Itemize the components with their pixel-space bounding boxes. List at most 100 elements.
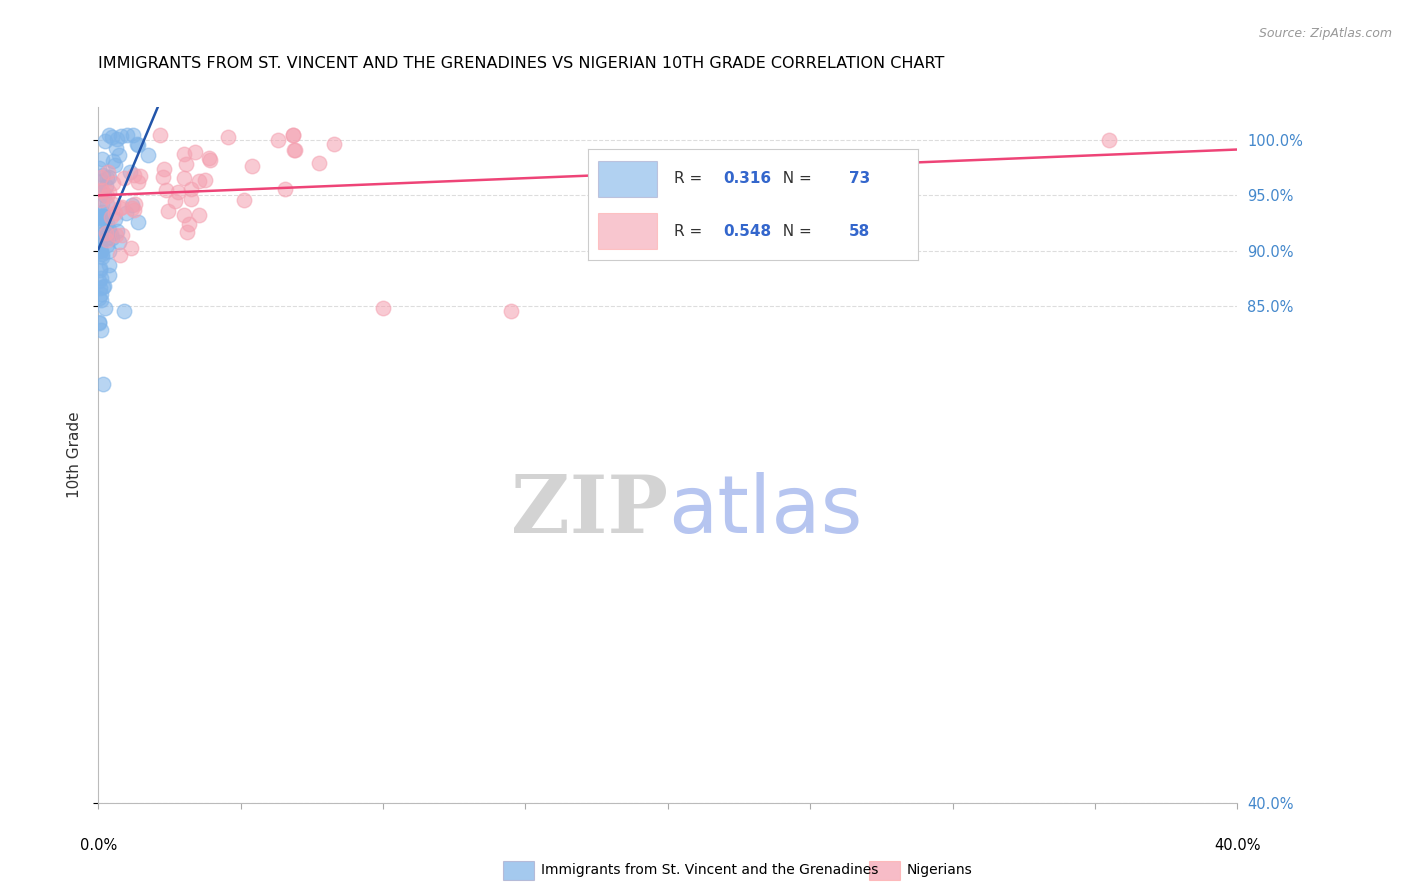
Point — [124, 197, 146, 211]
Point — [89, 281, 111, 295]
Point — [153, 162, 176, 177]
Point — [281, 128, 304, 142]
Point — [89, 244, 111, 259]
Point — [89, 260, 111, 275]
Point — [104, 141, 127, 155]
Point — [90, 293, 112, 307]
Text: N =: N = — [773, 224, 817, 239]
Point — [94, 210, 117, 224]
Point — [98, 258, 121, 272]
Point — [114, 206, 136, 220]
Point — [217, 129, 239, 144]
Point — [96, 170, 118, 185]
Point — [281, 128, 304, 142]
Point — [91, 168, 114, 182]
Point — [105, 224, 128, 238]
Point — [90, 209, 112, 223]
Point — [90, 231, 112, 245]
Point — [100, 227, 122, 241]
Point — [105, 132, 128, 146]
Point — [373, 301, 395, 315]
Point — [89, 274, 111, 288]
Point — [121, 198, 143, 212]
Point — [89, 246, 111, 260]
Point — [194, 173, 217, 187]
Point — [105, 227, 128, 242]
Point — [112, 171, 135, 186]
Point — [1098, 133, 1121, 147]
Point — [89, 161, 111, 176]
Text: 73: 73 — [849, 171, 870, 186]
Point — [198, 151, 221, 165]
Text: R =: R = — [673, 171, 707, 186]
Point — [136, 148, 159, 162]
Point — [120, 241, 142, 255]
Point — [96, 216, 118, 230]
Point — [96, 230, 118, 244]
Text: atlas: atlas — [668, 472, 862, 549]
Point — [129, 169, 152, 183]
Text: Nigerians: Nigerians — [907, 863, 973, 877]
Point — [89, 316, 111, 330]
Point — [149, 128, 172, 142]
Point — [98, 128, 121, 142]
Point — [242, 159, 264, 173]
Bar — [598, 161, 658, 196]
Point — [180, 192, 202, 206]
Point — [198, 153, 221, 168]
Point — [101, 231, 124, 245]
Point — [89, 211, 111, 225]
Point — [110, 128, 132, 143]
Point — [97, 244, 120, 259]
Point — [91, 376, 114, 391]
Point — [90, 152, 112, 166]
Text: 0.548: 0.548 — [724, 224, 772, 239]
Point — [90, 169, 112, 184]
Point — [184, 145, 207, 159]
Point — [97, 185, 120, 199]
Point — [96, 196, 118, 211]
Point — [90, 184, 112, 198]
Point — [107, 148, 129, 162]
Text: Source: ZipAtlas.com: Source: ZipAtlas.com — [1258, 27, 1392, 40]
Point — [111, 200, 134, 214]
Point — [104, 211, 127, 226]
Point — [187, 208, 209, 222]
Point — [89, 239, 111, 253]
Point — [89, 210, 111, 224]
Point — [94, 134, 117, 148]
Point — [97, 223, 120, 237]
Point — [90, 184, 112, 198]
Point — [103, 177, 125, 191]
Point — [89, 230, 111, 244]
Point — [284, 143, 307, 157]
Point — [91, 209, 114, 223]
Point — [90, 323, 112, 337]
Point — [163, 194, 186, 208]
Point — [232, 194, 254, 208]
Point — [107, 235, 129, 249]
Point — [96, 189, 118, 203]
Point — [94, 301, 117, 315]
Point — [97, 268, 120, 282]
Point — [96, 233, 118, 247]
Point — [120, 164, 142, 178]
Point — [152, 169, 174, 184]
Point — [122, 202, 145, 217]
Point — [173, 208, 195, 222]
Point — [90, 174, 112, 188]
Point — [96, 178, 118, 193]
Point — [89, 263, 111, 277]
Point — [104, 206, 127, 220]
Point — [103, 196, 125, 211]
Point — [97, 165, 120, 179]
Point — [97, 169, 120, 184]
Point — [174, 156, 197, 170]
Text: ZIP: ZIP — [510, 472, 668, 549]
Point — [125, 137, 148, 152]
Point — [91, 197, 114, 211]
Point — [308, 156, 330, 170]
Point — [173, 146, 195, 161]
Point — [156, 204, 179, 219]
Text: 40.0%: 40.0% — [1213, 838, 1261, 854]
